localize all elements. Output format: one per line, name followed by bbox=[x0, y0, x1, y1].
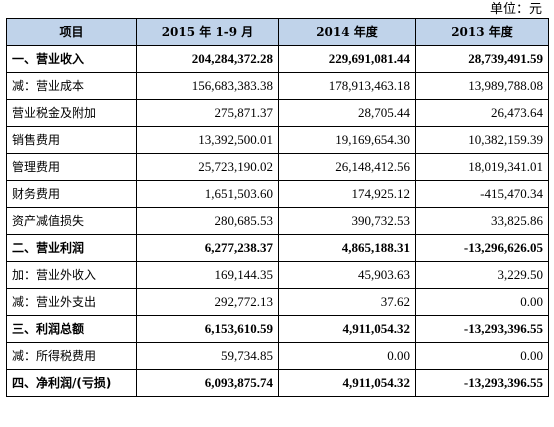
cell-2013: 3,229.50 bbox=[415, 261, 549, 289]
cell-2013: 18,019,341.01 bbox=[415, 153, 549, 181]
cell-2013: 10,382,159.39 bbox=[415, 126, 549, 154]
cell-2013: 0.00 bbox=[415, 288, 549, 316]
cell-2015-jan-sep: 13,392,500.01 bbox=[136, 126, 279, 154]
cell-2014: 178,913,463.18 bbox=[278, 72, 416, 100]
cell-2015-jan-sep: 169,144.35 bbox=[136, 261, 279, 289]
cell-2013: -13,293,396.55 bbox=[415, 315, 549, 343]
table-row: 管理费用 25,723,190.02 26,148,412.56 18,019,341… bbox=[6, 153, 549, 181]
cell-2014: 37.62 bbox=[278, 288, 416, 316]
row-label: 加：营业外收入 bbox=[6, 261, 137, 289]
cell-2013: 28,739,491.59 bbox=[415, 45, 549, 73]
cell-2015-jan-sep: 204,284,372.28 bbox=[136, 45, 279, 73]
cell-2013: -13,293,396.55 bbox=[415, 369, 549, 397]
table-row: 销售费用 13,392,500.01 19,169,654.30 10,382,159… bbox=[6, 126, 549, 154]
cell-2014: 0.00 bbox=[278, 342, 416, 370]
header-item: 项目 bbox=[6, 18, 137, 46]
cell-2014: 4,911,054.32 bbox=[278, 369, 416, 397]
cell-2014: 4,865,188.31 bbox=[278, 234, 416, 262]
cell-2015-jan-sep: 275,871.37 bbox=[136, 99, 279, 127]
cell-2014: 45,903.63 bbox=[278, 261, 416, 289]
cell-2015-jan-sep: 59,734.85 bbox=[136, 342, 279, 370]
cell-2014: 4,911,054.32 bbox=[278, 315, 416, 343]
row-label: 资产减值损失 bbox=[6, 207, 137, 235]
table-row: 四、净利润/(亏损) 6,093,875.74 4,911,054.32 -13,29… bbox=[6, 369, 549, 397]
table-row: 营业税金及附加 275,871.37 28,705.44 26,473.64 bbox=[6, 99, 549, 127]
table-row: 三、利润总额 6,153,610.59 4,911,054.32 -13,293,39… bbox=[6, 315, 549, 343]
cell-2015-jan-sep: 156,683,383.38 bbox=[136, 72, 279, 100]
cell-2013: 13,989,788.08 bbox=[415, 72, 549, 100]
cell-2014: 26,148,412.56 bbox=[278, 153, 416, 181]
header-2013: 2013 年度 bbox=[415, 18, 549, 46]
table-header-row: 项目 2015 年 1-9 月 2014 年度 2013 年度 bbox=[6, 18, 549, 46]
row-label: 减：所得税费用 bbox=[6, 342, 137, 370]
table-row: 减：营业成本 156,683,383.38 178,913,463.18 13,989… bbox=[6, 72, 549, 100]
row-label: 营业税金及附加 bbox=[6, 99, 137, 127]
unit-label: 单位：元 bbox=[489, 2, 542, 17]
cell-2013: 33,825.86 bbox=[415, 207, 549, 235]
cell-2014: 229,691,081.44 bbox=[278, 45, 416, 73]
cell-2014: 28,705.44 bbox=[278, 99, 416, 127]
cell-2014: 390,732.53 bbox=[278, 207, 416, 235]
row-label: 一、营业收入 bbox=[6, 45, 137, 73]
cell-2013: 26,473.64 bbox=[415, 99, 549, 127]
table-row: 加：营业外收入 169,144.35 45,903.63 3,229.50 bbox=[6, 261, 549, 289]
table-row: 一、营业收入 204,284,372.28 229,691,081.44 28,739… bbox=[6, 45, 549, 73]
table-row: 减：所得税费用 59,734.85 0.00 0.00 bbox=[6, 342, 549, 370]
cell-2013: -415,470.34 bbox=[415, 180, 549, 208]
row-label: 财务费用 bbox=[6, 180, 137, 208]
row-label: 减：营业成本 bbox=[6, 72, 137, 100]
table-row: 二、营业利润 6,277,238.37 4,865,188.31 -13,296,62… bbox=[6, 234, 549, 262]
cell-2015-jan-sep: 25,723,190.02 bbox=[136, 153, 279, 181]
row-label: 减：营业外支出 bbox=[6, 288, 137, 316]
cell-2015-jan-sep: 1,651,503.60 bbox=[136, 180, 279, 208]
table-row: 财务费用 1,651,503.60 174,925.12 -415,470.34 bbox=[6, 180, 549, 208]
row-label: 二、营业利润 bbox=[6, 234, 137, 262]
cell-2013: 0.00 bbox=[415, 342, 549, 370]
header-2015-jan-sep: 2015 年 1-9 月 bbox=[136, 18, 279, 46]
header-2014: 2014 年度 bbox=[278, 18, 416, 46]
row-label: 销售费用 bbox=[6, 126, 137, 154]
cell-2014: 174,925.12 bbox=[278, 180, 416, 208]
cell-2015-jan-sep: 292,772.13 bbox=[136, 288, 279, 316]
cell-2015-jan-sep: 280,685.53 bbox=[136, 207, 279, 235]
cell-2015-jan-sep: 6,277,238.37 bbox=[136, 234, 279, 262]
row-label: 管理费用 bbox=[6, 153, 137, 181]
table-row: 资产减值损失 280,685.53 390,732.53 33,825.86 bbox=[6, 207, 549, 235]
cell-2015-jan-sep: 6,093,875.74 bbox=[136, 369, 279, 397]
row-label: 四、净利润/(亏损) bbox=[6, 369, 137, 397]
cell-2014: 19,169,654.30 bbox=[278, 126, 416, 154]
cell-2013: -13,296,626.05 bbox=[415, 234, 549, 262]
row-label: 三、利润总额 bbox=[6, 315, 137, 343]
cell-2015-jan-sep: 6,153,610.59 bbox=[136, 315, 279, 343]
income-statement-table: 项目 2015 年 1-9 月 2014 年度 2013 年度 一、营业收入 20… bbox=[6, 18, 549, 397]
table-row: 减：营业外支出 292,772.13 37.62 0.00 bbox=[6, 288, 549, 316]
